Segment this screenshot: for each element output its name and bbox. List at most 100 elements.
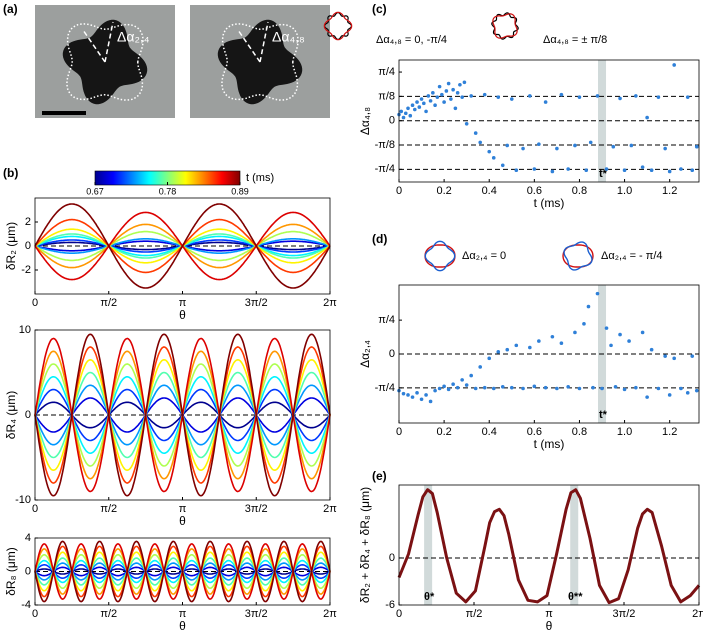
data-point bbox=[663, 146, 667, 151]
mode-curve bbox=[34, 203, 331, 289]
data-point bbox=[573, 330, 577, 335]
data-point bbox=[431, 91, 435, 95]
data-point bbox=[634, 385, 638, 390]
plot-frame bbox=[398, 484, 700, 606]
data-point bbox=[667, 393, 672, 397]
x-tick-label: π/2 bbox=[100, 503, 117, 515]
data-point bbox=[509, 385, 514, 390]
x-tick-label: π/2 bbox=[466, 608, 483, 620]
data-point bbox=[406, 393, 410, 397]
data-point bbox=[437, 84, 442, 89]
x-tick-label: 1.2 bbox=[662, 185, 677, 197]
data-point bbox=[690, 354, 695, 358]
data-point bbox=[426, 94, 431, 98]
band-label: t* bbox=[599, 409, 608, 421]
data-point bbox=[640, 330, 645, 335]
data-point bbox=[442, 384, 446, 389]
data-point bbox=[464, 383, 469, 387]
data-point bbox=[424, 109, 428, 114]
x-tick-label: 3π/2 bbox=[245, 297, 268, 309]
x-tick-label: 0.6 bbox=[527, 426, 542, 438]
plot-frame bbox=[398, 284, 700, 424]
data-point bbox=[609, 343, 613, 348]
data-point bbox=[410, 103, 415, 108]
y-axis-label: Δα₄,₈ bbox=[358, 107, 372, 135]
data-point bbox=[559, 92, 564, 97]
data-point bbox=[679, 167, 683, 171]
data-point bbox=[685, 95, 690, 99]
data-point bbox=[500, 384, 505, 389]
shape-icon bbox=[563, 241, 593, 271]
y-tick-label: -10 bbox=[15, 494, 31, 506]
x-tick-label: 3π/2 bbox=[245, 608, 268, 620]
colorbar-tick-label: 0.89 bbox=[231, 186, 249, 196]
data-point bbox=[462, 80, 467, 85]
data-point bbox=[487, 356, 492, 361]
data-line bbox=[397, 488, 701, 605]
x-tick-label: 3π/2 bbox=[613, 608, 636, 620]
y-tick-label: 10 bbox=[19, 324, 31, 336]
data-point bbox=[403, 111, 408, 116]
data-point bbox=[428, 399, 433, 404]
plot-frame bbox=[34, 537, 331, 606]
data-point bbox=[656, 95, 661, 99]
data-point bbox=[532, 167, 537, 171]
legend-label: Δα₄,₈ = 0, -π/4 bbox=[376, 34, 447, 46]
data-point bbox=[491, 386, 496, 391]
data-point bbox=[415, 100, 419, 104]
data-point bbox=[496, 95, 501, 99]
x-tick-label: π bbox=[179, 608, 187, 620]
angle-lines bbox=[82, 21, 114, 63]
data-point bbox=[458, 82, 462, 87]
data-point bbox=[424, 393, 428, 397]
x-tick-label: π bbox=[545, 608, 553, 620]
data-point bbox=[514, 343, 519, 348]
x-tick-label: π bbox=[179, 297, 187, 309]
data-point bbox=[482, 92, 487, 97]
data-point bbox=[573, 143, 577, 148]
panel-label: (d) bbox=[372, 232, 387, 246]
data-point bbox=[588, 140, 593, 145]
y-tick-label: π/4 bbox=[378, 314, 395, 326]
data-point bbox=[428, 99, 433, 103]
data-point bbox=[451, 87, 455, 92]
data-point bbox=[555, 386, 559, 391]
plot-frame bbox=[34, 197, 331, 295]
data-point bbox=[690, 168, 695, 173]
shape-icon bbox=[424, 240, 456, 272]
data-point bbox=[595, 291, 600, 296]
y-tick-label: π/4 bbox=[378, 66, 395, 78]
shape-icon bbox=[491, 12, 519, 40]
legend-label: Δα₂,₄ = 0 bbox=[462, 250, 506, 262]
data-point bbox=[460, 95, 464, 99]
data-point bbox=[464, 121, 469, 126]
band-label: t* bbox=[599, 168, 608, 180]
legend-label: Δα₂,₄ = - π/4 bbox=[601, 250, 663, 262]
data-point bbox=[399, 109, 404, 114]
data-point bbox=[419, 397, 424, 402]
x-axis-label: θ bbox=[179, 514, 186, 528]
shape-icon bbox=[424, 244, 456, 268]
data-point bbox=[521, 146, 525, 151]
data-point bbox=[509, 97, 514, 101]
data-point bbox=[408, 113, 413, 118]
band-label: θ** bbox=[568, 591, 583, 603]
x-tick-label: 0 bbox=[32, 297, 38, 309]
x-tick-label: 1.0 bbox=[617, 185, 632, 197]
data-point bbox=[600, 386, 604, 391]
data-point bbox=[543, 385, 548, 390]
x-tick-label: π/2 bbox=[100, 297, 117, 309]
data-point bbox=[435, 95, 440, 99]
data-point bbox=[433, 103, 437, 108]
y-axis-label: δR₂ + δR₄ + δR₈ (μm) bbox=[358, 487, 372, 603]
data-point bbox=[473, 131, 478, 135]
mode-curve bbox=[34, 540, 331, 603]
y-tick-label: 0 bbox=[25, 240, 31, 252]
data-point bbox=[528, 345, 532, 350]
x-tick-label: 1.2 bbox=[662, 426, 677, 438]
y-tick-label: -π/8 bbox=[375, 139, 395, 151]
data-point bbox=[694, 388, 699, 393]
panel-label: (c) bbox=[372, 2, 387, 16]
y-tick-label: 4 bbox=[25, 532, 31, 544]
y-axis-label: δR₄ (μm) bbox=[4, 391, 18, 439]
